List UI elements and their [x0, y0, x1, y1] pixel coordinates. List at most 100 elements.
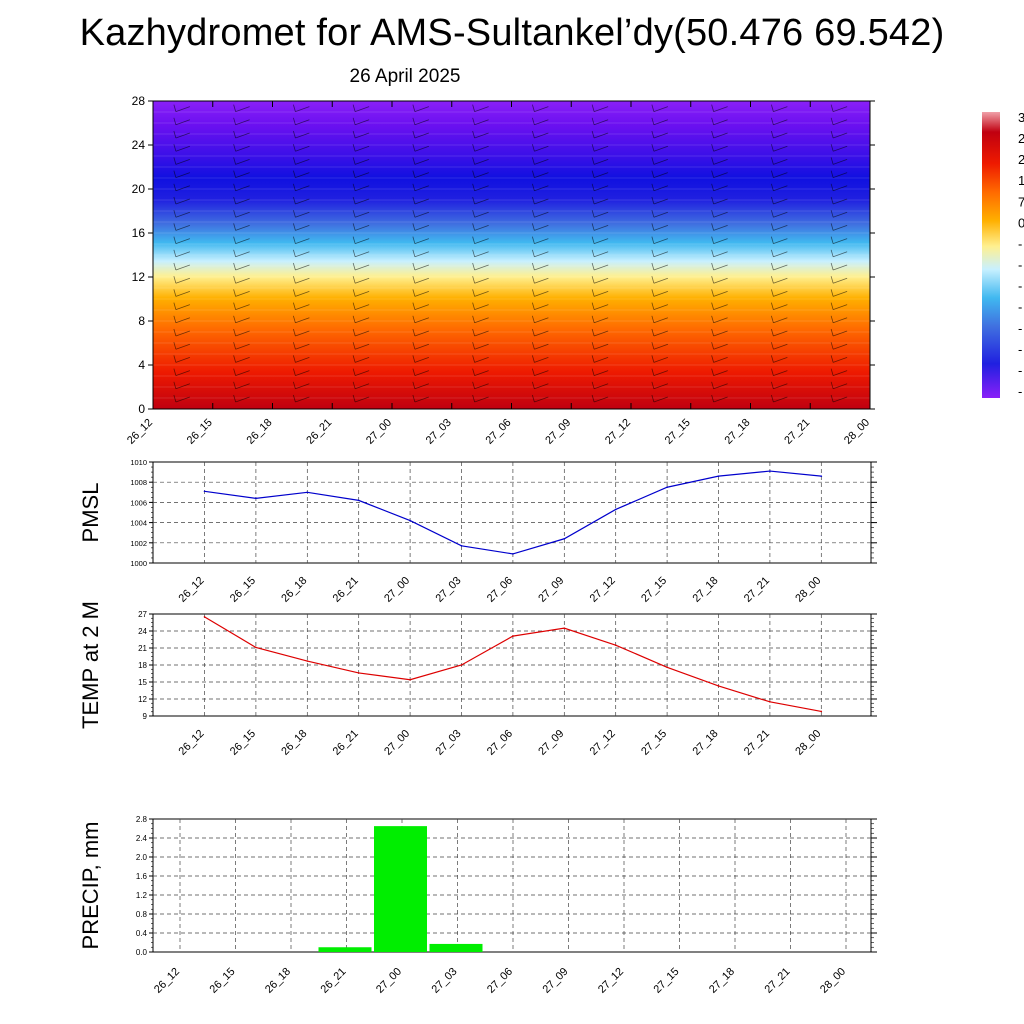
- wind-barb: [235, 383, 250, 390]
- wind-barb: [235, 370, 250, 376]
- ytick-label: 0.8: [136, 910, 148, 919]
- colorbar-label: 2: [1018, 131, 1024, 146]
- heatmap-xtick-label: 26_21: [304, 417, 334, 447]
- wind-barb-flag: [472, 249, 476, 257]
- wind-barb-flag: [292, 249, 296, 257]
- wind-barb-flag: [173, 183, 177, 191]
- wind-barb-flag: [412, 355, 416, 363]
- wind-barb: [295, 317, 310, 324]
- wind-barb-flag: [472, 130, 476, 139]
- colorbar-label: -: [1018, 279, 1022, 294]
- wind-barb: [832, 304, 848, 310]
- wind-barb: [474, 145, 489, 152]
- wind-barb: [773, 198, 788, 205]
- wind-barb-flag: [770, 104, 774, 112]
- heatmap-panel: 0 4 8 12 16 20 24 28 26_12 26_15 26_18 26_21 27_00 27…: [125, 94, 875, 447]
- heatmap-ytick-label: 0: [138, 402, 145, 416]
- wind-barb-flag: [233, 117, 237, 125]
- wind-barb-flag: [531, 315, 535, 323]
- wind-barb-flag: [770, 249, 774, 257]
- wind-barb-flag: [472, 104, 476, 112]
- xtick-label: 27_03: [434, 575, 464, 605]
- wind-barb-flag: [173, 196, 177, 205]
- wind-barb-flag: [531, 117, 535, 125]
- wind-barb: [832, 291, 848, 297]
- xtick-label: 26_21: [331, 575, 361, 605]
- heatmap-xtick-label: 26_12: [125, 417, 155, 447]
- wind-barb: [653, 370, 669, 376]
- wind-barb-flag: [531, 157, 535, 165]
- wind-barb: [534, 172, 549, 178]
- wind-barb: [235, 291, 250, 297]
- wind-barb: [773, 383, 788, 390]
- wind-barb: [653, 198, 669, 205]
- wind-barb: [414, 264, 430, 271]
- wind-barb-flag: [770, 276, 774, 284]
- wind-barb: [832, 211, 848, 218]
- wind-barb: [235, 251, 250, 258]
- wind-barb-flag: [711, 328, 715, 337]
- wind-barb-flag: [173, 170, 177, 178]
- wind-barb: [354, 211, 370, 218]
- wind-barb: [653, 317, 669, 324]
- wind-barb: [474, 225, 489, 231]
- wind-barb-flag: [472, 117, 476, 125]
- wind-barb: [653, 396, 669, 403]
- ytick-label: 12: [138, 695, 147, 704]
- wind-barb-flag: [591, 355, 595, 363]
- wind-barb-flag: [352, 342, 356, 350]
- wind-barb: [534, 383, 549, 390]
- wind-barb-flag: [830, 381, 834, 389]
- wind-barb: [653, 159, 669, 165]
- wind-barb-flag: [412, 130, 416, 139]
- wind-barb-flag: [352, 355, 356, 363]
- ytick-label: 18: [138, 661, 147, 670]
- wind-barb-flag: [711, 117, 715, 125]
- wind-barb-flag: [591, 315, 595, 323]
- data-point: [255, 497, 257, 500]
- wind-barb: [354, 383, 370, 390]
- wind-barb: [534, 198, 549, 205]
- wind-barb-flag: [352, 223, 356, 231]
- wind-barb-flag: [711, 342, 715, 350]
- ytick-label: 1.6: [136, 872, 148, 881]
- y-axis-label: PMSL: [78, 483, 103, 543]
- wind-barb-flag: [292, 117, 296, 125]
- data-point: [614, 508, 617, 511]
- wind-barb: [414, 304, 430, 310]
- wind-barb: [773, 304, 788, 310]
- wind-barb: [474, 317, 489, 324]
- wind-barb: [773, 159, 788, 165]
- wind-barb-flag: [292, 262, 296, 271]
- heatmap-ytick-label: 20: [132, 182, 146, 196]
- wind-barb: [653, 291, 669, 297]
- wind-barb: [713, 330, 728, 337]
- wind-barb: [534, 317, 549, 324]
- wind-barb: [414, 119, 430, 126]
- wind-barb: [175, 396, 191, 403]
- xtick-label: 27_12: [588, 728, 618, 758]
- wind-barb-flag: [830, 210, 834, 218]
- wind-barb-flag: [173, 130, 177, 139]
- wind-barb-flag: [711, 315, 715, 323]
- wind-barb: [832, 383, 848, 390]
- colorbar-label: 1: [1018, 173, 1024, 188]
- wind-barb: [474, 119, 489, 126]
- wind-barb-flag: [472, 144, 476, 152]
- ytick-label: 2.0: [136, 853, 148, 862]
- wind-barb: [773, 119, 788, 126]
- wind-barb-flag: [770, 236, 774, 244]
- wind-barb-flag: [651, 381, 655, 389]
- wind-barb-flag: [770, 170, 774, 178]
- wind-barb: [593, 291, 609, 297]
- wind-barb-flag: [531, 342, 535, 350]
- wind-barb: [414, 145, 430, 152]
- wind-barb-flag: [770, 157, 774, 165]
- wind-barb-flag: [472, 170, 476, 178]
- wind-barb: [773, 330, 788, 337]
- wind-barb: [175, 225, 191, 231]
- wind-barb: [832, 357, 848, 363]
- wind-barb-flag: [173, 210, 177, 218]
- ytick-label: 1002: [130, 539, 147, 548]
- chart-title: Kazhydromet for AMS-Sultankel’dy(50.476 …: [79, 12, 945, 54]
